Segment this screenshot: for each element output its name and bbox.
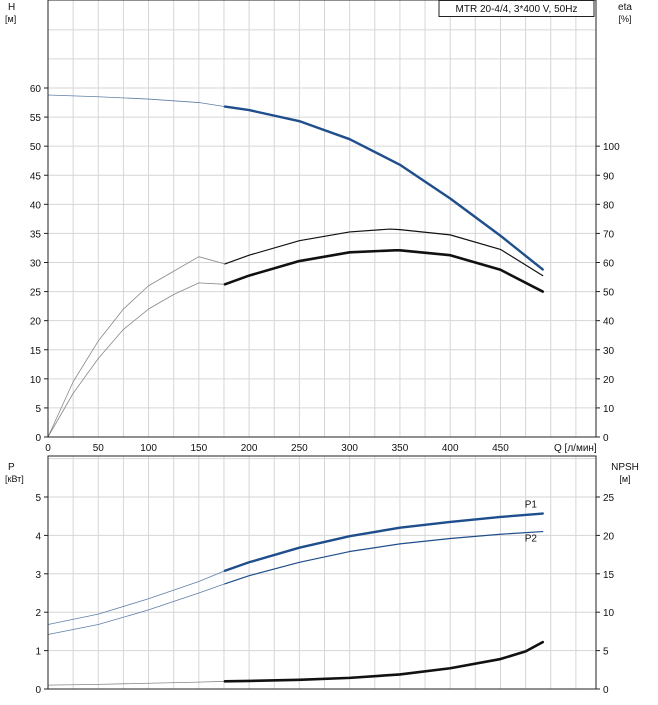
panel2-left-axis-title: P: [8, 462, 15, 473]
panel1-right-axis-unit: [%]: [618, 14, 631, 24]
panel2-left-tick-label: 0: [35, 685, 41, 696]
x-tick-label: 400: [442, 443, 459, 454]
panel2-series-0-leadin: [47, 570, 226, 625]
panel2-right-tick-label: 20: [603, 531, 615, 542]
panel1-right-tick-label: 60: [603, 259, 615, 270]
panel1-left-tick-label: 25: [30, 288, 42, 299]
panel2-series-2-leadin: [47, 680, 225, 686]
x-tick-label: 300: [341, 443, 358, 454]
panel2-left-axis-unit: [кВт]: [5, 474, 24, 484]
panel1-left-tick-label: 45: [30, 171, 42, 182]
panel1-right-tick-label: 30: [603, 346, 615, 357]
panel1-left-tick-label: 20: [30, 317, 42, 328]
panel1-series-1-line: [224, 228, 544, 277]
panel1-left-axis-title: H: [8, 2, 15, 13]
panel2-left-tick-label: 5: [35, 493, 41, 504]
panel1-left-tick-label: 30: [30, 259, 42, 270]
panel2-right-tick-label: 5: [603, 647, 609, 658]
panel1-series-0-leadin: [47, 94, 226, 108]
panel2-right-tick-label: 25: [603, 493, 615, 504]
panel1-right-tick-label: 50: [603, 288, 615, 299]
panel1-right-tick-label: 70: [603, 229, 615, 240]
panel2-series-1-leadin: [47, 583, 226, 635]
x-axis-title: Q [л/мин]: [554, 443, 597, 454]
panel1-left-axis-unit: [м]: [5, 14, 16, 24]
panel1-right-tick-label: 0: [603, 433, 609, 444]
panel2-series-label-P2: P2: [525, 534, 538, 545]
panel1-right-tick-label: 90: [603, 171, 615, 182]
model-legend-text: MTR 20-4/4, 3*400 V, 50Hz: [456, 4, 578, 15]
panel1-left-tick-label: 15: [30, 346, 42, 357]
panel1-left-tick-label: 35: [30, 229, 42, 240]
panel2-series-2-line: [223, 640, 545, 683]
panel1-left-tick-label: 40: [30, 200, 42, 211]
panel1-left-tick-label: 55: [30, 113, 42, 124]
panel1-right-tick-label: 40: [603, 317, 615, 328]
panel2-left-tick-label: 1: [35, 647, 41, 658]
panel1-frame: [47, 0, 597, 438]
panel1-left-tick-label: 50: [30, 142, 42, 153]
x-tick-label: 0: [45, 443, 51, 454]
panel2-right-axis-unit: [м]: [619, 474, 630, 484]
panel1-right-tick-label: 10: [603, 404, 615, 415]
x-tick-label: 250: [291, 443, 308, 454]
x-tick-label: 450: [492, 443, 509, 454]
panel1-series-2-line: [223, 248, 545, 293]
x-tick-label: 150: [190, 443, 207, 454]
panel2-frame: [47, 455, 597, 690]
panel1-left-tick-label: 0: [35, 433, 41, 444]
panel1-left-tick-label: 5: [35, 404, 41, 415]
panel1-series-2-leadin: [47, 282, 225, 438]
panel2-left-tick-label: 3: [35, 570, 41, 581]
panel2-series-0-line: [223, 512, 544, 572]
panel1-right-tick-label: 20: [603, 375, 615, 386]
panel1-right-tick-label: 100: [603, 142, 620, 153]
x-tick-label: 100: [140, 443, 157, 454]
panel1-left-tick-label: 60: [30, 84, 42, 95]
panel2-left-tick-label: 4: [35, 531, 41, 542]
panel2-right-axis-title: NPSH: [611, 462, 639, 473]
panel2-right-tick-label: 0: [603, 685, 609, 696]
x-tick-label: 350: [392, 443, 409, 454]
panel2-series-label-P1: P1: [525, 500, 538, 511]
panel1-series-0-line: [223, 105, 544, 271]
x-tick-label: 50: [93, 443, 105, 454]
panel1-left-tick-label: 10: [30, 375, 42, 386]
panel1-series-1-leadin: [47, 256, 226, 438]
panel2-left-tick-label: 2: [35, 608, 41, 619]
panel1-right-tick-label: 80: [603, 200, 615, 211]
panel2-right-tick-label: 15: [603, 570, 615, 581]
panel2-series-1-line: [224, 530, 544, 585]
panel1-right-axis-title: eta: [618, 2, 632, 13]
panel2-right-tick-label: 10: [603, 608, 615, 619]
x-tick-label: 200: [241, 443, 258, 454]
